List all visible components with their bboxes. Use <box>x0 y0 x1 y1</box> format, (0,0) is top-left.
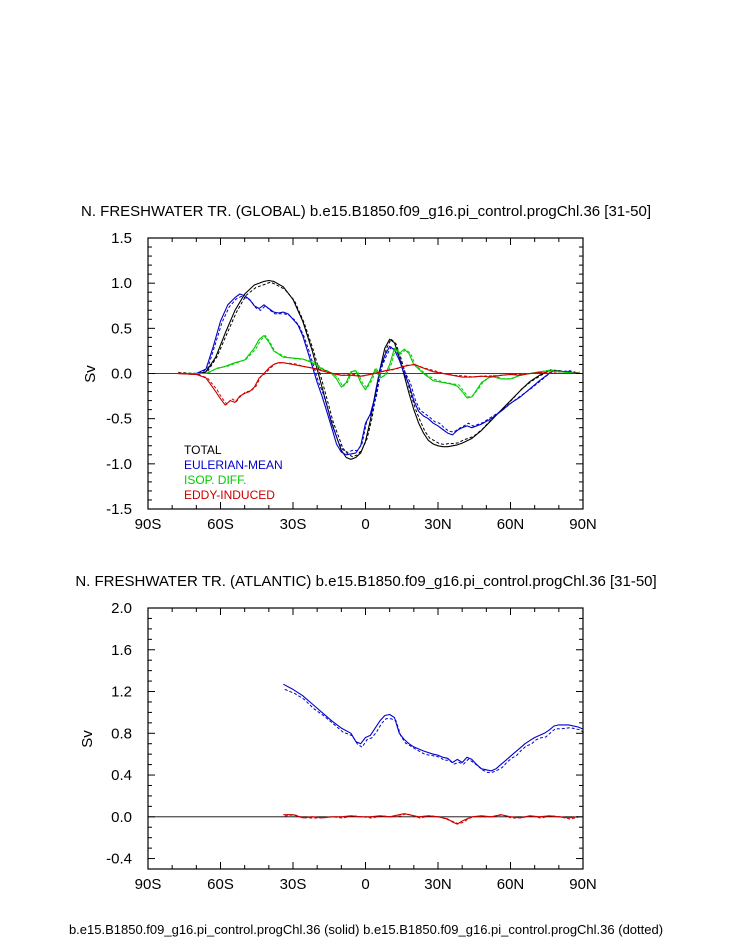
x-tick-label: 0 <box>361 516 369 533</box>
y-tick-label: 1.2 <box>111 684 132 701</box>
x-tick-label: 30S <box>280 516 307 533</box>
series-eddy-induced-dotted <box>178 362 580 405</box>
y-tick-label: 1.6 <box>111 642 132 659</box>
atlantic-title: N. FRESHWATER TR. (ATLANTIC) b.e15.B1850… <box>75 573 656 590</box>
series-eulerian-mean-solid <box>283 683 584 772</box>
footer-caption: b.e15.B1850.f09_g16.pi_control.progChl.3… <box>69 922 663 937</box>
x-tick-label: 90S <box>135 516 162 533</box>
y-tick-label: -0.4 <box>106 851 132 868</box>
series-isop-diff-solid <box>177 335 579 399</box>
x-tick-label: 60S <box>207 516 234 533</box>
y-tick-label: 0.8 <box>111 725 132 742</box>
legend-total: TOTAL <box>184 443 222 457</box>
series-total-dotted <box>178 281 580 458</box>
y-tick-label: 0.0 <box>111 809 132 826</box>
series-eddy-induced-dotted <box>284 813 580 825</box>
y-tick-label: -0.5 <box>106 411 132 428</box>
legend-eulerian-mean: EULERIAN-MEAN <box>184 458 283 472</box>
x-tick-label: 60N <box>497 516 525 533</box>
y-tick-label: 1.5 <box>111 230 132 247</box>
global-y-axis-label: Sv <box>82 365 99 383</box>
x-tick-label: 60S <box>207 876 234 893</box>
y-tick-label: 0.0 <box>111 366 132 383</box>
x-tick-label: 30N <box>424 876 452 893</box>
series-total-solid <box>176 279 579 460</box>
legend-eddy-induced: EDDY-INDUCED <box>184 488 275 502</box>
legend-isop-diff: ISOP. DIFF. <box>184 473 246 487</box>
y-tick-label: -1.0 <box>106 456 132 473</box>
y-tick-label: 0.4 <box>111 767 132 784</box>
y-tick-label: -1.5 <box>106 501 132 518</box>
series-isop-diff-dotted <box>178 334 580 398</box>
x-tick-label: 60N <box>497 876 525 893</box>
x-tick-label: 90N <box>569 876 597 893</box>
global-title: N. FRESHWATER TR. (GLOBAL) b.e15.B1850.f… <box>81 203 651 220</box>
y-tick-label: 2.0 <box>111 600 132 617</box>
atlantic-y-axis-label: Sv <box>79 730 96 748</box>
x-tick-label: 90S <box>135 876 162 893</box>
x-tick-label: 30S <box>280 876 307 893</box>
series-eddy-induced-solid <box>283 813 579 825</box>
x-tick-label: 90N <box>569 516 597 533</box>
plot-frame <box>147 607 584 870</box>
y-tick-label: 1.0 <box>111 275 132 292</box>
global-panel: N. FRESHWATER TR. (GLOBAL) b.e15.B1850.f… <box>81 203 651 533</box>
series-eulerian-mean-dotted <box>284 688 585 774</box>
series-eulerian-mean-dotted <box>178 295 580 453</box>
global-legend: TOTAL EULERIAN-MEAN ISOP. DIFF. EDDY-IND… <box>184 443 283 502</box>
x-tick-label: 0 <box>361 876 369 893</box>
x-tick-label: 30N <box>424 516 452 533</box>
y-tick-label: 0.5 <box>111 320 132 337</box>
atlantic-panel: N. FRESHWATER TR. (ATLANTIC) b.e15.B1850… <box>75 573 656 893</box>
